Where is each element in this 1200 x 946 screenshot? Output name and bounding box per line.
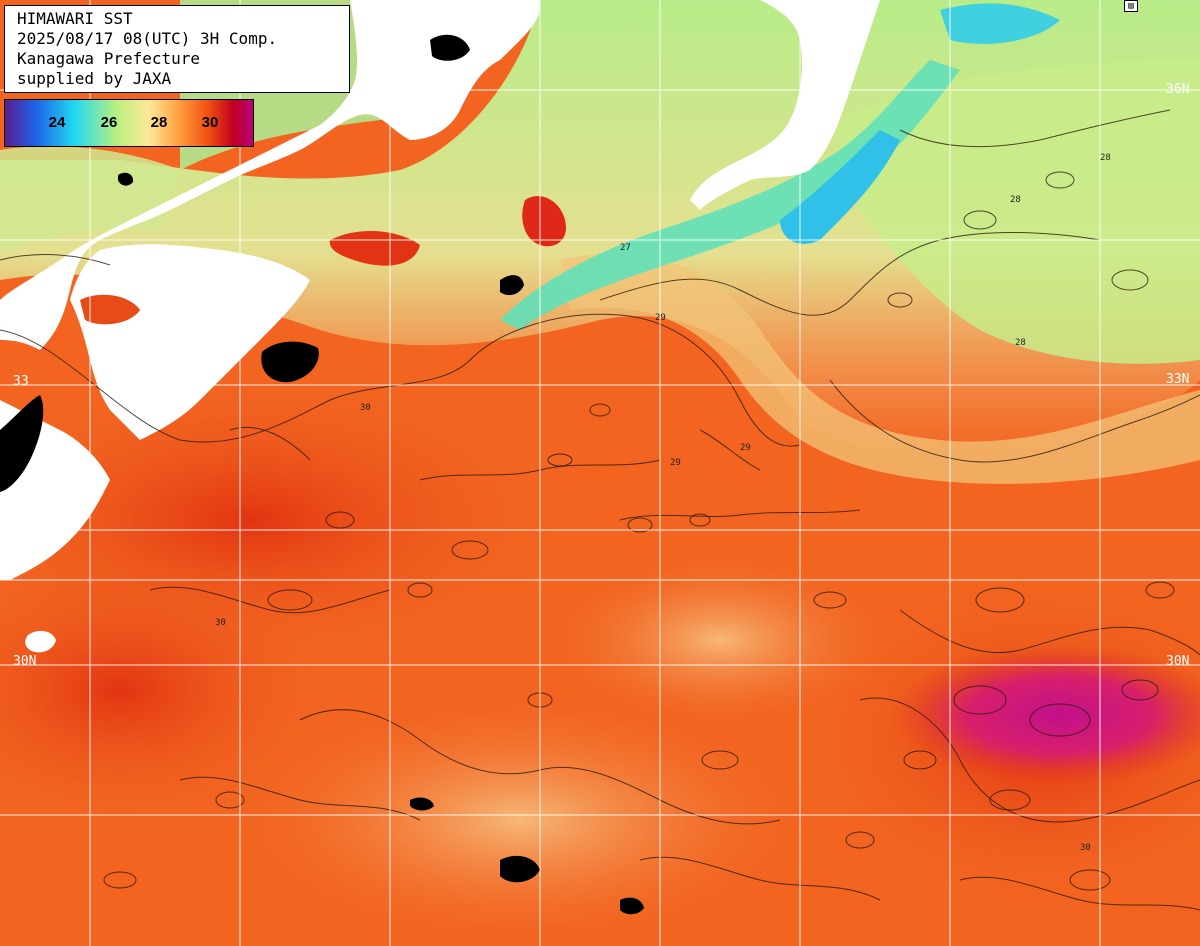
legend-color-bar — [5, 100, 253, 146]
temperature-legend: 24 26 28 30 — [4, 99, 254, 147]
map-title: HIMAWARI SST — [17, 9, 133, 28]
cloud-mask-7 — [410, 797, 434, 811]
cloud-mask-2 — [0, 395, 44, 492]
sea-cold-coast — [500, 60, 960, 330]
land-island-south — [25, 630, 56, 653]
cloud-mask-5 — [500, 855, 540, 883]
isotherm-contours — [0, 109, 1200, 911]
contour-label: 28 — [1010, 195, 1021, 205]
contour-label: 29 — [670, 458, 681, 468]
sea-mild-zone-center — [540, 550, 900, 730]
sea-pale-yellow-band — [560, 253, 1200, 484]
cloud-mask-4 — [430, 34, 470, 61]
sea-coldest-patch — [780, 130, 900, 244]
cloud-mask-3 — [500, 275, 524, 296]
latitude-label-30n-right: 30N — [1166, 654, 1190, 669]
latitude-label-30n-left: 30N — [13, 654, 37, 669]
cloud-mask-1 — [261, 341, 319, 383]
map-source: supplied by JAXA — [17, 69, 172, 88]
sea-mild-zone-south — [220, 690, 820, 946]
sea-hottest-zone — [890, 645, 1200, 785]
sea-cool-east — [836, 60, 1200, 364]
legend-tick-30: 30 — [201, 114, 219, 131]
bay-hot-patch-3 — [80, 294, 140, 325]
land-shikoku — [70, 244, 310, 440]
map-timestamp: 2025/08/17 08(UTC) 3H Comp. — [17, 29, 278, 48]
contour-label: 29 — [740, 443, 751, 453]
cloud-mask-8 — [118, 172, 134, 186]
contour-label: 30 — [360, 403, 371, 413]
map-region: Kanagawa Prefecture — [17, 49, 201, 68]
latitude-label-33-left: 33 — [13, 374, 29, 389]
latitude-label-36n-right: 36N — [1166, 82, 1190, 97]
land-honshu-east — [555, 0, 880, 210]
land-honshu — [0, 0, 541, 350]
sea-cold-northeast — [940, 3, 1060, 44]
cloud-mask-6 — [620, 897, 644, 915]
map-title-box: HIMAWARI SST 2025/08/17 08(UTC) 3H Comp.… — [4, 5, 350, 93]
contour-label: 27 — [620, 243, 631, 253]
contour-label: 30 — [1080, 843, 1091, 853]
contour-label: 30 — [215, 618, 226, 628]
legend-tick-24: 24 — [48, 114, 66, 131]
corner-marker-icon: ▤ — [1124, 0, 1138, 12]
isotherm-cells — [103, 171, 1175, 891]
contour-label: 28 — [1015, 338, 1026, 348]
legend-tick-28: 28 — [150, 114, 168, 131]
contour-label: 28 — [1100, 153, 1111, 163]
legend-tick-26: 26 — [100, 114, 118, 131]
bay-hot-patch-1 — [522, 196, 566, 247]
latitude-label-33n-right: 33N — [1166, 372, 1190, 387]
